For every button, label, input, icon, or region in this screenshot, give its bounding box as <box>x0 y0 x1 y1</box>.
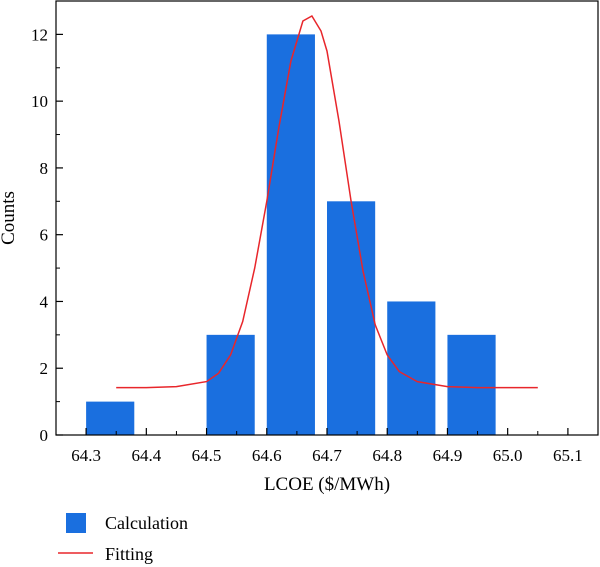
y-tick-label: 6 <box>40 226 49 245</box>
x-tick-label: 64.7 <box>312 446 342 465</box>
legend-label-fitting: Fitting <box>105 544 153 564</box>
x-tick-label: 64.8 <box>372 446 402 465</box>
x-tick-label: 65.0 <box>493 446 523 465</box>
bars-layer <box>86 34 496 436</box>
y-axis-title: Counts <box>0 191 19 245</box>
bar-0 <box>86 401 135 435</box>
y-axis-ticks: 0 2 4 6 8 10 12 <box>31 0 63 445</box>
fitting-curve <box>116 14 538 389</box>
x-tick-label: 64.6 <box>252 446 282 465</box>
bar-5 <box>447 334 496 435</box>
bar-2 <box>266 34 315 436</box>
legend: Calculation Fitting <box>58 513 188 564</box>
bar-1 <box>206 334 255 435</box>
x-axis-ticks: 64.3 64.4 64.5 64.6 64.7 64.8 64.9 65.0 65.1 <box>71 428 583 465</box>
y-tick-label: 10 <box>31 92 48 111</box>
x-tick-label: 64.3 <box>71 446 101 465</box>
x-tick-label: 64.5 <box>192 446 222 465</box>
y-tick-label: 12 <box>31 25 48 44</box>
y-tick-label: 2 <box>40 359 49 378</box>
x-tick-label: 64.4 <box>131 446 161 465</box>
y-tick-label: 4 <box>40 292 49 311</box>
x-axis-title: LCOE ($/MWh) <box>264 474 390 495</box>
bar-4 <box>387 301 436 435</box>
x-tick-label: 64.9 <box>433 446 463 465</box>
bar-3 <box>327 201 376 435</box>
y-tick-label: 0 <box>40 426 49 445</box>
y-tick-label: 8 <box>40 159 49 178</box>
x-tick-label: 65.1 <box>553 446 583 465</box>
legend-swatch-calculation <box>66 513 86 533</box>
legend-label-calculation: Calculation <box>105 513 188 533</box>
